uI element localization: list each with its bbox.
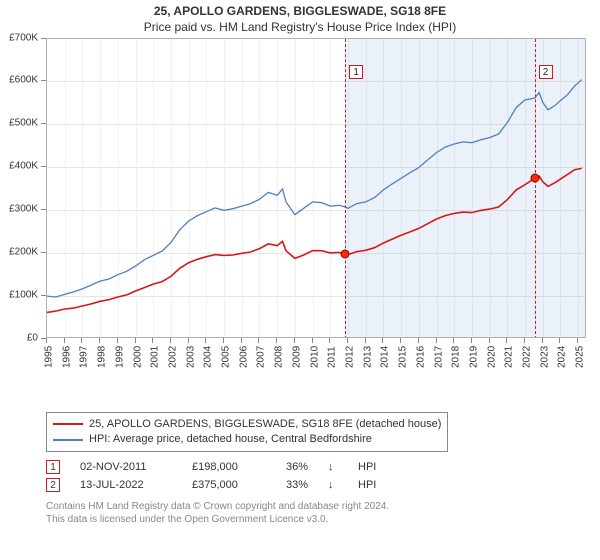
legend-label-property: 25, APOLLO GARDENS, BIGGLESWADE, SG18 8F… bbox=[89, 417, 441, 432]
x-tick-label: 2021 bbox=[504, 345, 515, 367]
sale-marker-box-1: 1 bbox=[349, 65, 363, 79]
legend-label-hpi: HPI: Average price, detached house, Cent… bbox=[89, 432, 372, 447]
x-tick-label: 1995 bbox=[44, 345, 55, 367]
line-canvas bbox=[47, 39, 586, 338]
y-tick-label: £300K bbox=[9, 204, 38, 215]
x-tick-label: 2012 bbox=[344, 345, 355, 367]
x-tick-label: 2019 bbox=[468, 345, 479, 367]
attribution-line-1: Contains HM Land Registry data © Crown c… bbox=[46, 500, 586, 513]
sale-price-1: £198,000 bbox=[192, 461, 262, 473]
sale-hpi-label-1: HPI bbox=[358, 461, 386, 473]
x-tick-label: 2009 bbox=[291, 345, 302, 367]
down-arrow-icon: ↓ bbox=[328, 479, 338, 491]
chart-subtitle: Price paid vs. HM Land Registry's House … bbox=[0, 20, 600, 38]
y-tick-label: £100K bbox=[9, 289, 38, 300]
x-tick-label: 2016 bbox=[415, 345, 426, 367]
x-tick-label: 2007 bbox=[256, 345, 267, 367]
sale-vline-2 bbox=[535, 39, 536, 338]
x-tick-label: 2010 bbox=[309, 345, 320, 367]
x-tick-label: 1996 bbox=[61, 345, 72, 367]
sale-point-1 bbox=[341, 249, 350, 258]
sale-hpi-label-2: HPI bbox=[358, 479, 386, 491]
x-tick-label: 2004 bbox=[203, 345, 214, 367]
x-tick-label: 2000 bbox=[132, 345, 143, 367]
legend-item-property: 25, APOLLO GARDENS, BIGGLESWADE, SG18 8F… bbox=[53, 417, 441, 432]
plot-area: 12 bbox=[46, 38, 586, 338]
x-tick-label: 2014 bbox=[380, 345, 391, 367]
legend-item-hpi: HPI: Average price, detached house, Cent… bbox=[53, 432, 441, 447]
chart-area: £0£100K£200K£300K£400K£500K£600K£700K 12… bbox=[46, 38, 586, 368]
legend: 25, APOLLO GARDENS, BIGGLESWADE, SG18 8F… bbox=[46, 412, 448, 453]
attribution: Contains HM Land Registry data © Crown c… bbox=[46, 500, 586, 526]
sale-point-2 bbox=[530, 173, 539, 182]
x-tick-label: 1998 bbox=[97, 345, 108, 367]
x-tick-label: 2015 bbox=[398, 345, 409, 367]
x-tick-label: 2018 bbox=[451, 345, 462, 367]
x-tick-label: 2024 bbox=[557, 345, 568, 367]
y-tick-label: £500K bbox=[9, 118, 38, 129]
down-arrow-icon: ↓ bbox=[328, 461, 338, 473]
sale-pct-2: 33% bbox=[282, 479, 308, 491]
legend-swatch-hpi bbox=[53, 439, 83, 441]
x-tick-label: 1999 bbox=[114, 345, 125, 367]
sale-date-2: 13-JUL-2022 bbox=[80, 479, 172, 491]
x-tick-label: 2023 bbox=[539, 345, 550, 367]
sale-date-1: 02-NOV-2011 bbox=[80, 461, 172, 473]
x-tick-label: 2003 bbox=[185, 345, 196, 367]
legend-swatch-property bbox=[53, 423, 83, 425]
series-property bbox=[47, 168, 582, 312]
x-tick-label: 2017 bbox=[433, 345, 444, 367]
x-tick-label: 2020 bbox=[486, 345, 497, 367]
sale-marker-2: 2 bbox=[46, 478, 60, 492]
y-tick-label: £0 bbox=[27, 332, 38, 343]
sale-marker-1: 1 bbox=[46, 460, 60, 474]
x-tick-label: 2008 bbox=[274, 345, 285, 367]
sale-pct-1: 36% bbox=[282, 461, 308, 473]
sale-row-1: 1 02-NOV-2011 £198,000 36% ↓ HPI bbox=[46, 458, 586, 476]
x-tick-label: 2025 bbox=[575, 345, 586, 367]
x-tick-label: 2011 bbox=[327, 346, 338, 368]
x-tick-label: 2006 bbox=[238, 345, 249, 367]
sales-table: 1 02-NOV-2011 £198,000 36% ↓ HPI 2 13-JU… bbox=[46, 458, 586, 494]
sale-row-2: 2 13-JUL-2022 £375,000 33% ↓ HPI bbox=[46, 476, 586, 494]
y-tick-label: £600K bbox=[9, 75, 38, 86]
chart-title: 25, APOLLO GARDENS, BIGGLESWADE, SG18 8F… bbox=[0, 0, 600, 20]
x-tick-label: 2013 bbox=[362, 345, 373, 367]
attribution-line-2: This data is licensed under the Open Gov… bbox=[46, 513, 586, 526]
x-tick-label: 2001 bbox=[150, 345, 161, 367]
x-tick-label: 2005 bbox=[221, 345, 232, 367]
x-tick-label: 2002 bbox=[167, 345, 178, 367]
y-tick-label: £200K bbox=[9, 246, 38, 257]
y-tick-label: £700K bbox=[9, 32, 38, 43]
x-tick-label: 2022 bbox=[522, 345, 533, 367]
series-hpi bbox=[47, 79, 582, 296]
sale-marker-box-2: 2 bbox=[539, 65, 553, 79]
y-tick-label: £400K bbox=[9, 161, 38, 172]
sale-price-2: £375,000 bbox=[192, 479, 262, 491]
x-tick-label: 1997 bbox=[79, 345, 90, 367]
sale-vline-1 bbox=[345, 39, 346, 338]
